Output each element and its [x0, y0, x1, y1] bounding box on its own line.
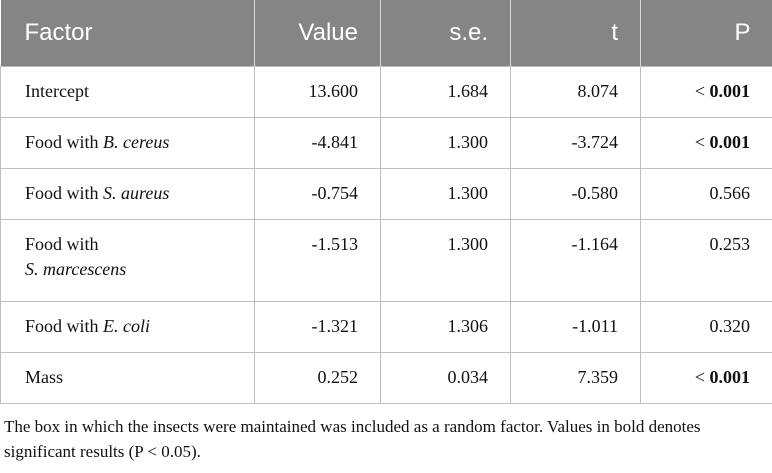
- t-cell: -1.011: [510, 301, 641, 353]
- value-cell: -1.513: [254, 219, 381, 302]
- se-cell: 1.300: [380, 117, 511, 169]
- value-cell: 0.252: [254, 352, 381, 404]
- factor-text: Food with: [25, 234, 99, 254]
- p-cell: 0.253: [640, 219, 772, 302]
- p-value: 0.253: [709, 234, 751, 254]
- p-cell: < 0.001: [640, 352, 772, 404]
- p-value: 0.566: [709, 183, 751, 203]
- header-row: Factor Value s.e. t P: [0, 0, 772, 67]
- table-row: Food with B. cereus -4.841 1.300 -3.724 < 0.…: [0, 117, 772, 169]
- column-header: P: [640, 0, 772, 67]
- footnote: The box in which the insects were mainta…: [4, 417, 701, 461]
- se-cell: 1.300: [380, 168, 511, 220]
- p-cell: < 0.001: [640, 117, 772, 169]
- value-cell: -1.321: [254, 301, 381, 353]
- factor-text: Intercept: [25, 81, 89, 101]
- p-value: 0.001: [709, 81, 751, 101]
- p-cell: 0.320: [640, 301, 772, 353]
- se-cell: 1.684: [380, 66, 511, 118]
- table-row: Food with S. aureus -0.754 1.300 -0.580 0.56…: [0, 168, 772, 220]
- table-row: Mass 0.252 0.034 7.359 < 0.001: [0, 352, 772, 404]
- se-cell: 1.300: [380, 219, 511, 302]
- results-table: Factor Value s.e. t P Intercept 13.600 1.684 8.…: [0, 0, 772, 404]
- column-header: s.e.: [380, 0, 511, 67]
- se-cell: 1.306: [380, 301, 511, 353]
- species-name: E. coli: [103, 316, 151, 336]
- value-cell: 13.600: [254, 66, 381, 118]
- factor-cell: Intercept: [0, 66, 255, 118]
- species-name: S. marcescens: [25, 259, 127, 279]
- p-cell: 0.566: [640, 168, 772, 220]
- p-value: 0.001: [709, 367, 751, 387]
- t-cell: 8.074: [510, 66, 641, 118]
- factor-cell: Food with B. cereus: [0, 117, 255, 169]
- p-sign: <: [694, 132, 705, 152]
- p-cell: < 0.001: [640, 66, 772, 118]
- factor-text: Food with: [25, 183, 99, 203]
- p-sign: <: [694, 367, 705, 387]
- factor-cell: Food with E. coli: [0, 301, 255, 353]
- value-cell: -4.841: [254, 117, 381, 169]
- table-row: Food with E. coli -1.321 1.306 -1.011 0.320: [0, 301, 772, 353]
- factor-cell: Food with S. marcescens: [0, 219, 255, 302]
- factor-cell: Food with S. aureus: [0, 168, 255, 220]
- p-sign: <: [694, 81, 705, 101]
- column-header: Value: [254, 0, 381, 67]
- factor-text: Food with: [25, 316, 99, 336]
- table-row: Food with S. marcescens -1.513 1.300 -1.164…: [0, 219, 772, 302]
- factor-cell: Mass: [0, 352, 255, 404]
- factor-text: Food with: [25, 132, 99, 152]
- table-row: Intercept 13.600 1.684 8.074 < 0.001: [0, 66, 772, 118]
- t-cell: -1.164: [510, 219, 641, 302]
- table-body: Intercept 13.600 1.684 8.074 < 0.001 Food wit…: [0, 66, 772, 404]
- value-cell: -0.754: [254, 168, 381, 220]
- p-value: 0.001: [709, 132, 751, 152]
- t-cell: 7.359: [510, 352, 641, 404]
- species-name: S. aureus: [103, 183, 170, 203]
- t-cell: -0.580: [510, 168, 641, 220]
- species-name: B. cereus: [103, 132, 170, 152]
- factor-text: Mass: [25, 367, 64, 387]
- p-value: 0.320: [709, 316, 751, 336]
- column-header: t: [510, 0, 641, 67]
- column-header: Factor: [0, 0, 255, 67]
- se-cell: 0.034: [380, 352, 511, 404]
- t-cell: -3.724: [510, 117, 641, 169]
